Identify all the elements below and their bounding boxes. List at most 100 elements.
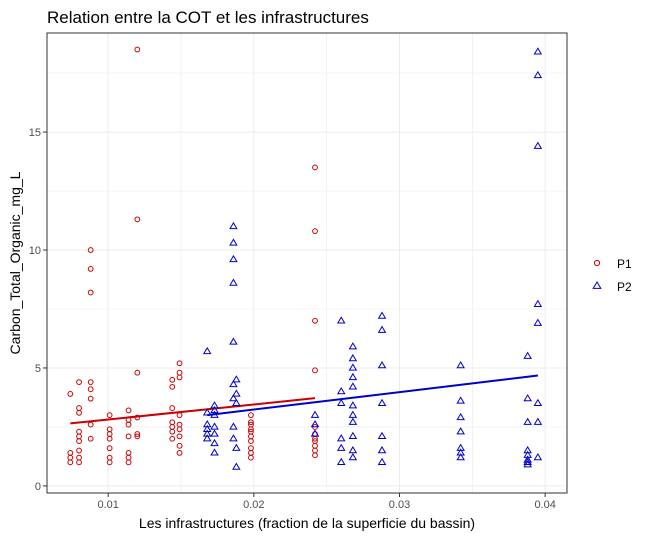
point-p2: [533, 141, 543, 149]
y-tick-label: 10: [29, 245, 41, 257]
point-p1: [312, 164, 318, 171]
plot-panel-border: [46, 32, 568, 494]
point-p2: [348, 417, 358, 425]
point-p1: [176, 433, 183, 440]
point-p1: [134, 46, 141, 53]
point-p2: [348, 382, 358, 390]
x-tick-label: 0.01: [97, 499, 118, 511]
point-p2: [523, 351, 532, 359]
point-p1: [87, 379, 94, 386]
legend-label-p2: P2: [617, 280, 632, 294]
point-p1: [134, 433, 141, 440]
point-p1: [106, 412, 113, 419]
point-p1: [248, 433, 254, 440]
point-p1: [312, 317, 318, 324]
point-p1: [76, 428, 82, 435]
trend-line-p1: [70, 397, 316, 425]
point-p2: [456, 396, 465, 404]
point-p1: [106, 426, 113, 433]
trend-line-p2: [207, 374, 538, 417]
point-p2: [229, 434, 238, 442]
point-p2: [336, 434, 346, 442]
point-p2: [229, 238, 238, 246]
point-p1: [67, 449, 74, 456]
point-p1: [125, 459, 132, 466]
point-p2: [348, 353, 358, 362]
point-p2: [348, 445, 358, 454]
point-p2: [533, 417, 543, 425]
point-p2: [377, 445, 387, 454]
point-p1: [125, 433, 132, 440]
point-p1: [312, 447, 318, 454]
legend-label-p1: P1: [617, 257, 632, 271]
point-p1: [134, 431, 141, 437]
point-p1: [76, 447, 82, 454]
point-p2: [210, 422, 219, 430]
point-p1: [176, 412, 183, 419]
legend-key-p1: [593, 259, 601, 267]
point-p2: [336, 398, 346, 407]
point-p2: [232, 462, 241, 470]
point-p1: [169, 376, 176, 383]
point-p1: [248, 412, 254, 419]
point-p2: [348, 410, 358, 418]
point-p2: [456, 427, 465, 435]
point-p2: [533, 453, 543, 461]
point-p1: [87, 435, 94, 442]
legend-key-p2: [592, 281, 602, 289]
point-p1: [312, 442, 318, 449]
point-p2: [348, 401, 358, 409]
point-p2: [229, 379, 238, 388]
point-p2: [210, 410, 219, 418]
point-p1: [134, 369, 141, 376]
point-p2: [348, 431, 358, 440]
point-p2: [348, 342, 358, 350]
point-p2: [377, 325, 387, 333]
point-p2: [310, 420, 320, 428]
point-p1: [76, 454, 82, 461]
point-p2: [523, 460, 532, 468]
point-p1: [87, 386, 94, 393]
point-p1: [106, 445, 113, 452]
data-points: [67, 46, 543, 470]
point-p2: [310, 410, 320, 418]
point-p1: [76, 409, 82, 416]
point-p2: [232, 443, 241, 451]
point-p2: [210, 405, 219, 414]
point-p2: [348, 363, 358, 371]
point-p1: [248, 445, 254, 452]
point-p2: [232, 375, 241, 383]
trend-lines: [70, 374, 538, 425]
point-p2: [456, 443, 465, 451]
point-p1: [176, 360, 183, 367]
point-p1: [248, 438, 254, 445]
grid: [47, 33, 567, 493]
point-p2: [456, 453, 465, 461]
point-p2: [377, 361, 387, 369]
point-p1: [125, 449, 132, 456]
point-p2: [377, 431, 387, 440]
point-p1: [248, 428, 254, 435]
point-p2: [232, 398, 241, 407]
point-p2: [210, 401, 219, 409]
point-p2: [202, 429, 212, 437]
point-p1: [248, 449, 254, 456]
point-p1: [125, 454, 132, 461]
point-p2: [377, 311, 387, 319]
point-p2: [533, 398, 543, 407]
point-p2: [523, 417, 532, 425]
point-p1: [87, 421, 94, 428]
point-p1: [76, 459, 82, 466]
point-p2: [533, 70, 543, 79]
point-p1: [169, 405, 176, 411]
point-p1: [76, 438, 82, 445]
point-p2: [229, 337, 238, 345]
x-tick-label: 0.04: [534, 499, 555, 511]
x-tick-label: 0.03: [389, 499, 410, 511]
y-tick-label: 15: [29, 127, 41, 139]
point-p2: [456, 412, 465, 421]
point-p2: [523, 457, 532, 465]
point-p2: [533, 47, 543, 55]
point-p1: [176, 442, 183, 449]
